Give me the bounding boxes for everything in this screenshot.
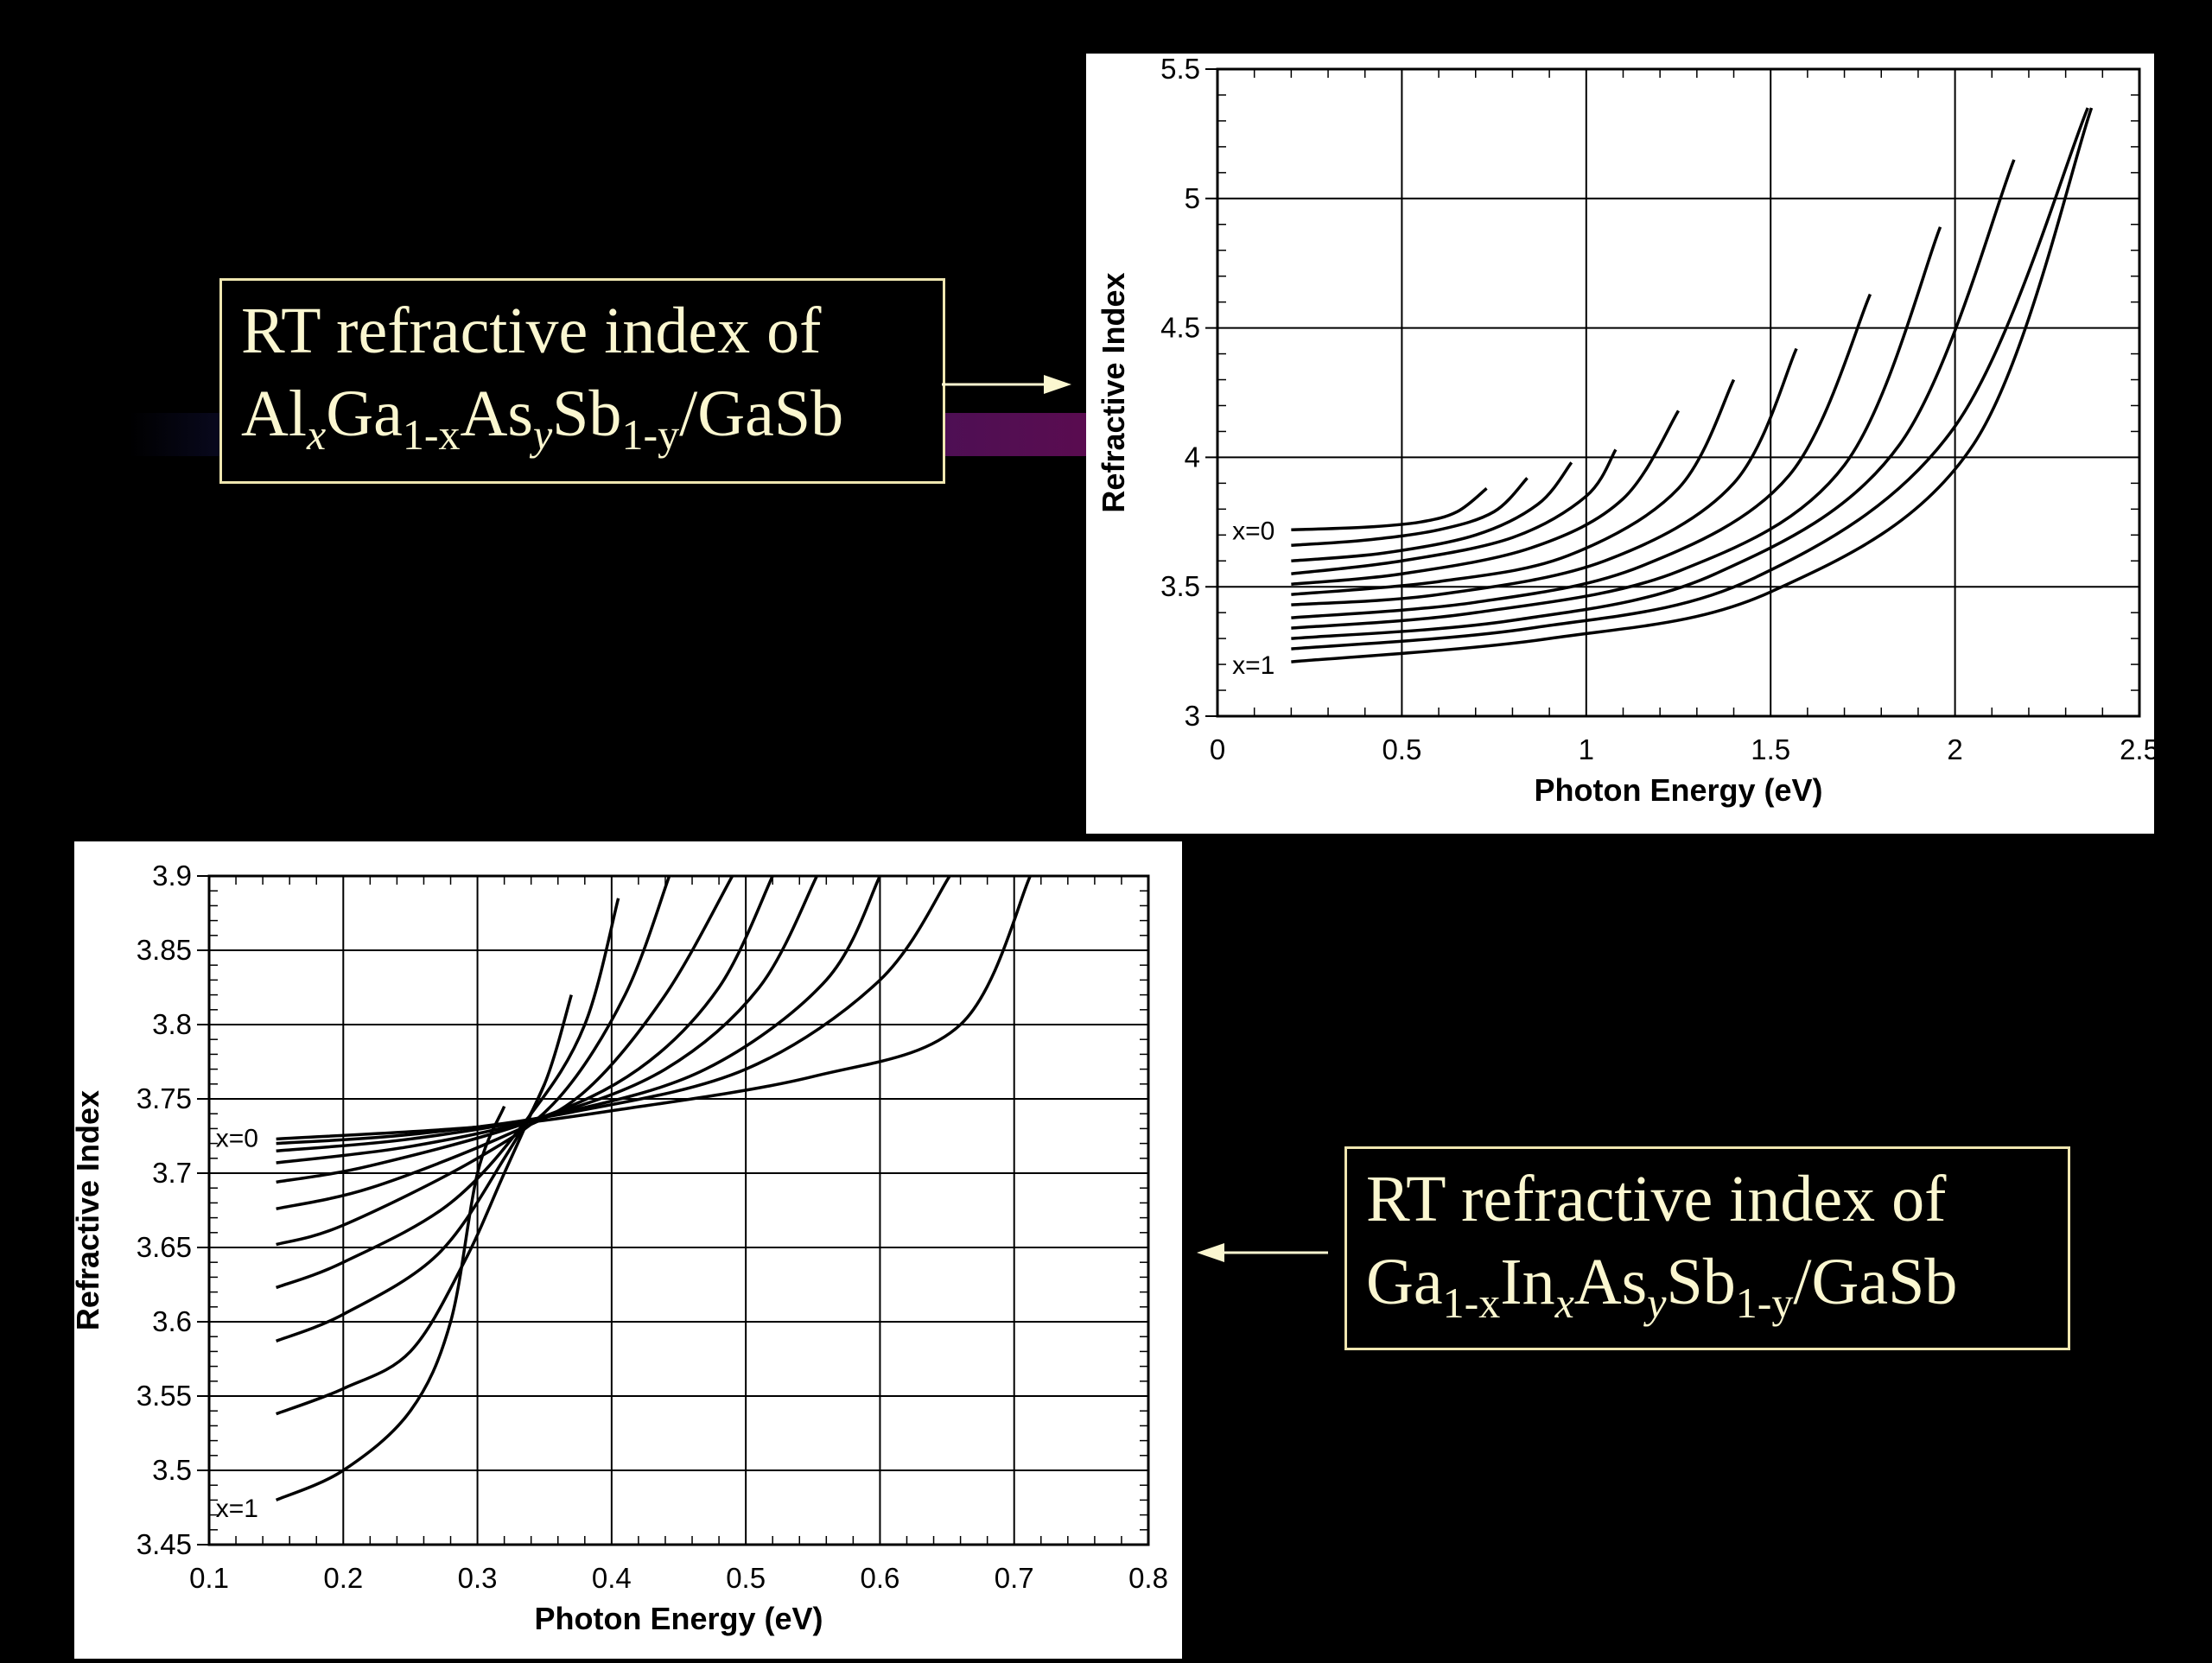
- y-tick-label: 5.5: [1160, 54, 1200, 85]
- y-tick-label: 3.55: [137, 1380, 192, 1412]
- series-line-7: [276, 875, 818, 1165]
- x-axis-label: Photon Energy (eV): [1534, 772, 1822, 808]
- x-tick-label: 0.6: [860, 1562, 899, 1594]
- x-tick-label: 0.8: [1128, 1562, 1168, 1594]
- y-tick-label: 3.5: [1160, 570, 1200, 602]
- y-tick-label: 3.7: [152, 1157, 192, 1189]
- series-line-9: [1291, 159, 2016, 640]
- formula-sub: x: [307, 410, 327, 459]
- x-tick-label: 1: [1579, 733, 1594, 765]
- x-tick-label: 0.5: [726, 1562, 766, 1594]
- curve-annotation: x=0: [1232, 517, 1274, 545]
- y-axis-label: Refractive Index: [1096, 272, 1131, 512]
- arrow-right: [942, 375, 1071, 394]
- series-line-7: [1291, 293, 1872, 619]
- series-line-0: [275, 1105, 506, 1502]
- series-line-4: [1291, 409, 1680, 586]
- formula-part: Al: [241, 378, 307, 450]
- y-tick-label: 3.75: [137, 1082, 192, 1114]
- y-tick-label: 3.45: [137, 1528, 192, 1560]
- series-line-8: [276, 875, 881, 1152]
- x-tick-label: 0.7: [995, 1562, 1034, 1594]
- chart-algaassb-svg: 0 0.5 1 1.5 2 2.5 3 3.5 4 4.5 5 5.5 Photon Energy (e…: [1096, 53, 2159, 808]
- formula-sub: y: [532, 410, 553, 459]
- formula-part: /GaSb: [1793, 1246, 1958, 1318]
- y-tick-label: 3.85: [137, 934, 192, 966]
- x-axis-label: Photon Energy (eV): [534, 1601, 823, 1636]
- x-tick-label: 0.2: [323, 1562, 363, 1594]
- y-axis-label: Refractive Index: [74, 1090, 105, 1330]
- series-line-2: [1291, 461, 1573, 562]
- series-line-2: [275, 994, 573, 1342]
- callout-formula: AlxGa1-xAsySb1-y/GaSb: [241, 372, 924, 456]
- curve-annotation: x=0: [216, 1125, 258, 1153]
- y-tick-label: 3.6: [152, 1305, 192, 1337]
- x-tick-label: 0: [1210, 733, 1225, 765]
- callout-line1: RT refractive index of: [241, 295, 822, 367]
- formula-sub: 1-x: [1442, 1279, 1501, 1327]
- y-tick-label: 4.5: [1160, 312, 1200, 344]
- x-tick-label: 2.5: [2120, 733, 2154, 765]
- formula-part: In: [1500, 1246, 1555, 1318]
- y-tick-label: 3: [1185, 700, 1200, 732]
- chart-algaassb: 0 0.5 1 1.5 2 2.5 3 3.5 4 4.5 5 5.5 Photon Energy (e…: [1086, 53, 2159, 834]
- formula-part: /GaSb: [679, 378, 844, 450]
- arrow-left: [1197, 1243, 1328, 1262]
- y-tick-label: 5: [1185, 182, 1200, 214]
- formula-sub: y: [1647, 1279, 1667, 1327]
- x-tick-label: 0.4: [592, 1562, 632, 1594]
- series-line-3: [276, 898, 620, 1290]
- x-tick-label: 0.1: [189, 1562, 229, 1594]
- formula-sub: x: [1554, 1279, 1574, 1327]
- series-line-5: [1291, 378, 1736, 596]
- y-tick-label: 4: [1185, 441, 1200, 473]
- x-tick-label: 0.5: [1382, 733, 1421, 765]
- series-line-11: [1291, 107, 2094, 663]
- x-tick-label: 1.5: [1751, 733, 1790, 765]
- series-line-9: [276, 875, 951, 1146]
- series-line-6: [1291, 347, 1798, 606]
- callout-algaassb: RT refractive index of AlxGa1-xAsySb1-y/…: [219, 278, 945, 484]
- formula-part: As: [460, 378, 533, 450]
- y-tick-label: 3.65: [137, 1231, 192, 1263]
- formula-sub: 1-y: [621, 410, 680, 459]
- callout-gainassb: RT refractive index of Ga1-xInxAsySb1-y/…: [1344, 1146, 2070, 1350]
- callout-line1: RT refractive index of: [1366, 1163, 1947, 1235]
- y-tick-label: 3.8: [152, 1008, 192, 1040]
- chart-gainassb-svg: 0.1 0.2 0.3 0.4 0.5 0.6 0.7 0.8 3.45 3.5 3.55 3.6 3.…: [70, 860, 1168, 1636]
- formula-part: Sb: [552, 378, 622, 450]
- y-tick-label: 3.5: [152, 1454, 192, 1486]
- callout-formula: Ga1-xInxAsySb1-y/GaSb: [1366, 1241, 2049, 1324]
- series-line-6: [276, 875, 774, 1184]
- formula-sub: 1-y: [1735, 1279, 1794, 1327]
- formula-part: Ga: [1366, 1246, 1443, 1318]
- curve-annotation: x=1: [1232, 651, 1274, 680]
- series-line-3: [1291, 448, 1618, 575]
- formula-part: Sb: [1666, 1246, 1736, 1318]
- formula-sub: 1-x: [402, 410, 461, 459]
- series-line-8: [1291, 226, 1942, 630]
- series-line-10: [276, 875, 1032, 1141]
- y-tick-label: 3.9: [152, 860, 192, 892]
- series-line-1: [276, 1083, 546, 1416]
- series-line-0: [1291, 486, 1488, 532]
- series-line-10: [1291, 107, 2089, 651]
- series-line-1: [1291, 477, 1529, 548]
- x-tick-label: 0.3: [458, 1562, 498, 1594]
- curve-annotation: x=1: [216, 1495, 258, 1523]
- formula-part: As: [1573, 1246, 1648, 1318]
- x-tick-label: 2: [1947, 733, 1962, 765]
- formula-part: Ga: [326, 378, 403, 450]
- chart-gainassb: 0.1 0.2 0.3 0.4 0.5 0.6 0.7 0.8 3.45 3.5 3.55 3.6 3.…: [70, 841, 1182, 1659]
